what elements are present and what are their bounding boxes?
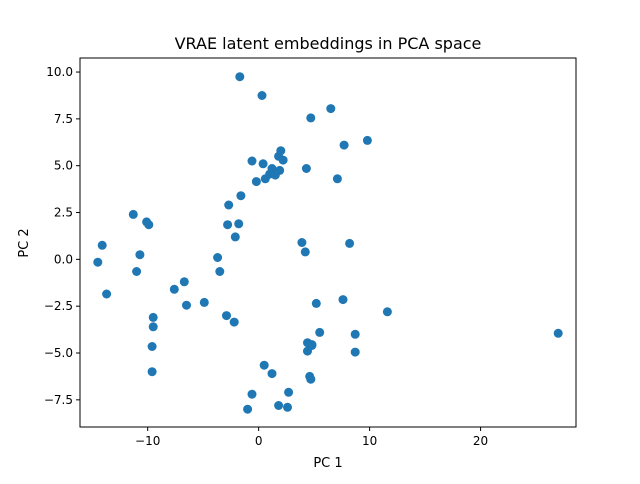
scatter-point <box>199 297 209 307</box>
plot-area-frame <box>79 57 577 428</box>
scatter-point <box>135 250 145 260</box>
x-axis-ticks: −10 0 10 20 <box>135 427 488 448</box>
scatter-point <box>274 401 284 410</box>
scatter-point <box>306 113 316 123</box>
scatter-point <box>93 257 103 267</box>
scatter-point <box>97 240 107 250</box>
scatter-point <box>259 360 269 370</box>
y-tick-label: 5.0 <box>54 159 73 173</box>
y-tick-label: 10.0 <box>46 65 73 79</box>
scatter-point <box>243 404 253 414</box>
scatter-point <box>169 284 179 294</box>
scatter-point <box>229 317 239 327</box>
scatter-point <box>332 174 342 184</box>
y-tick-label: 2.5 <box>54 206 73 220</box>
scatter-point <box>345 238 355 248</box>
scatter-point <box>326 104 336 114</box>
scatter-point <box>300 247 310 257</box>
scatter-point <box>147 367 157 377</box>
scatter-point <box>362 135 372 145</box>
scatter-point <box>222 311 231 321</box>
scatter-point <box>235 72 245 82</box>
scatter-point <box>339 140 349 150</box>
scatter-point <box>270 170 280 180</box>
scatter-point <box>148 312 158 322</box>
y-tick-label: −5.0 <box>44 346 73 360</box>
scatter-point <box>297 238 307 247</box>
scatter-point <box>236 191 246 201</box>
scatter-point <box>234 219 244 229</box>
y-tick-label: −2.5 <box>44 299 73 313</box>
scatter-point <box>553 328 563 338</box>
y-axis-ticks: −7.5 −5.0 −2.5 0.0 2.5 5.0 7.5 10.0 <box>44 65 80 407</box>
data-points <box>93 72 563 414</box>
x-tick-label: 20 <box>473 434 488 448</box>
x-axis-label: PC 1 <box>313 456 342 471</box>
scatter-point <box>215 267 225 276</box>
scatter-point <box>338 295 348 305</box>
scatter-point <box>267 369 277 379</box>
scatter-point <box>213 253 223 262</box>
scatter-point <box>284 387 294 397</box>
scatter-point <box>247 389 257 399</box>
y-tick-label: −7.5 <box>44 393 73 407</box>
scatter-point <box>382 307 392 317</box>
scatter-point <box>258 159 268 169</box>
scatter-point <box>260 174 270 184</box>
scatter-point <box>306 374 316 384</box>
y-tick-label: 0.0 <box>54 252 73 266</box>
scatter-point <box>301 164 311 173</box>
x-tick-label: 0 <box>255 434 263 448</box>
x-tick-label: 10 <box>362 434 377 448</box>
scatter-point <box>315 327 325 337</box>
scatter-point <box>350 329 360 339</box>
scatter-point <box>144 220 154 230</box>
scatter-point <box>102 289 112 299</box>
scatter-point <box>350 347 360 357</box>
y-axis-label: PC 2 <box>17 228 32 257</box>
scatter-point <box>283 402 292 412</box>
scatter-point <box>247 156 257 166</box>
scatter-point <box>307 341 317 350</box>
scatter-point <box>179 277 189 287</box>
scatter-point <box>251 177 261 187</box>
scatter-point <box>182 300 191 310</box>
scatter-point <box>223 220 233 230</box>
scatter-point <box>230 232 240 242</box>
x-tick-label: −10 <box>135 434 160 448</box>
scatter-point <box>224 200 234 210</box>
scatter-point <box>128 209 138 219</box>
y-tick-label: 7.5 <box>54 112 73 126</box>
chart-title: VRAE latent embeddings in PCA space <box>175 34 482 53</box>
scatter-point <box>278 155 288 165</box>
scatter-point <box>257 91 267 100</box>
scatter-point <box>311 298 321 308</box>
scatter-point <box>148 322 158 332</box>
scatter-point <box>147 342 157 351</box>
scatter-point <box>132 267 142 276</box>
